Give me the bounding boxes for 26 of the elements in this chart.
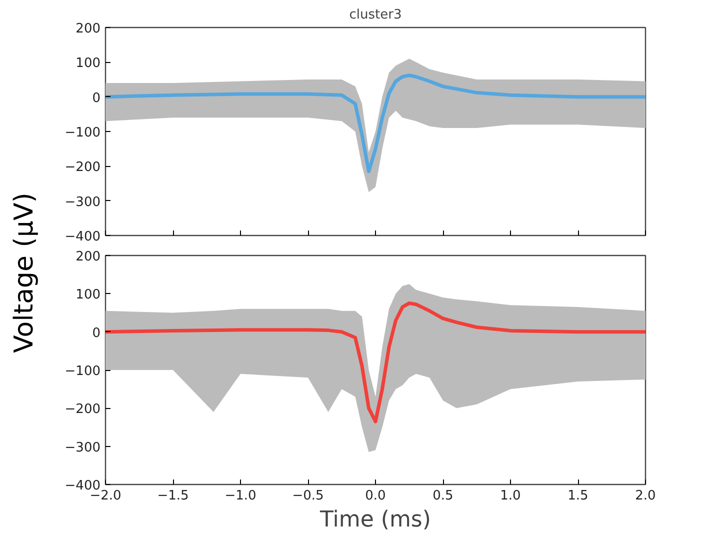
x-axis-title: Time (ms) (319, 508, 431, 532)
x-tick-label: 2.0 (635, 488, 656, 504)
y-tick-label: −200 (64, 160, 101, 176)
y-tick-label: −400 (64, 230, 101, 244)
chart-title: cluster3 (349, 8, 402, 22)
y-axis-title: Voltage (µV) (8, 192, 40, 353)
y-tick-label: −100 (64, 126, 101, 140)
x-tick-label: 1.0 (500, 488, 521, 504)
y-tick-label: −300 (64, 440, 101, 456)
x-tick-label: 0.0 (365, 488, 386, 504)
y-tick-label: 0 (92, 326, 101, 341)
y-tick-label: 100 (76, 56, 101, 72)
x-tick-label: −1.5 (157, 488, 189, 504)
y-tick-label: −100 (64, 364, 101, 379)
line-series (106, 301, 646, 424)
y-tick-label: −300 (64, 194, 101, 210)
x-tick-label: −1.0 (224, 488, 256, 504)
x-tick-label: 1.5 (568, 488, 588, 504)
y-tick-label: 200 (76, 250, 101, 264)
y-tick-label: 200 (76, 22, 101, 36)
y-tick-label: 100 (76, 288, 101, 303)
y-tick-label: −200 (64, 402, 101, 418)
x-tick-label: −0.5 (292, 488, 324, 504)
line-series (106, 74, 646, 174)
x-tick-label: 0.5 (432, 488, 454, 504)
y-tick-label: 0 (92, 90, 101, 106)
